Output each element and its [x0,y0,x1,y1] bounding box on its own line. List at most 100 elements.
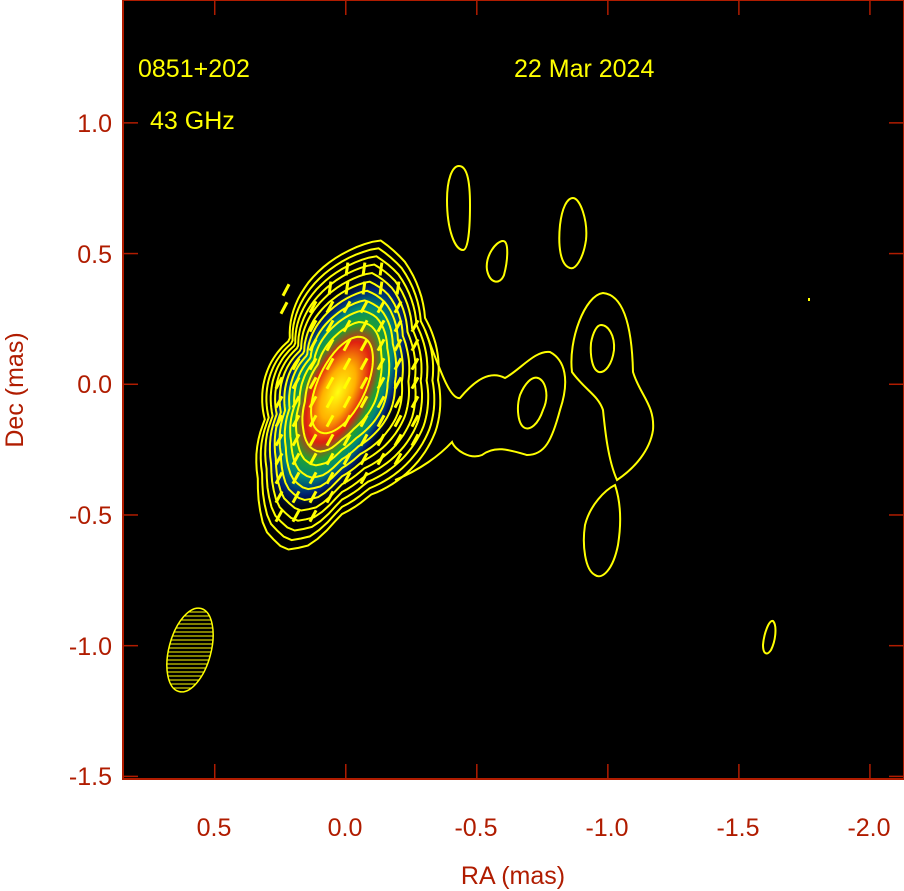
contour-line [283,289,404,491]
polarization-vector [344,262,350,276]
x-tick-label: -1.5 [716,814,759,842]
contour-line [295,309,391,467]
contour-line [268,263,423,522]
polarization-vector [308,490,318,504]
polarization-vector [274,395,284,409]
polarization-vector [308,433,318,447]
polarization-vector [410,433,420,447]
polarization-vector [291,376,301,390]
polarization-vector [291,490,301,504]
polarization-vector [376,433,386,447]
polarization-vector [342,395,352,409]
contour-line [582,483,622,578]
polarization-vector [274,376,284,390]
polarization-vector [308,338,318,352]
contour-line [394,329,567,481]
polarization-vector [376,376,386,390]
contour-line [589,323,616,374]
x-tick-label: -1.0 [585,814,628,842]
polarization-vector [361,262,367,276]
polarization-vector [378,281,384,295]
polarization-vector [325,395,335,409]
polarization-vector [291,471,301,485]
contour-line [570,291,655,482]
polarization-vector [359,433,369,447]
polarization-vectors [274,262,420,523]
polarization-vector [376,338,386,352]
polarization-vector [393,414,403,428]
contour-line [264,255,430,532]
polarization-vector [344,281,350,295]
polarization-vector [308,471,318,485]
polarization-vector [274,509,284,523]
polarization-vector [376,300,386,314]
polarization-vector [325,433,335,447]
polarization-vector [291,414,301,428]
plot-area [123,0,904,779]
polarization-vector [393,433,403,447]
polarization-vector [393,338,403,352]
polarization-vector [291,452,301,466]
date-label: 22 Mar 2024 [514,55,654,83]
polarization-vector [342,471,352,485]
polarization-vector [342,452,352,466]
polarization-vector [308,319,318,333]
polarization-vector [308,395,318,409]
polarization-vector [342,300,352,314]
source-name-label: 0851+202 [138,55,250,83]
polarization-vector [325,300,335,314]
polarization-vector [376,395,386,409]
contour-line [761,620,777,655]
polarization-vector [325,452,335,466]
polarization-vector [376,414,386,428]
polarization-vector [410,376,420,390]
polarization-vector [308,376,318,390]
polarization-vector [359,338,369,352]
polarization-vector [308,509,318,523]
polarization-vector [378,262,384,276]
polarization-vector [279,301,289,315]
polarization-vector [325,471,335,485]
x-tick-label: 0.5 [197,814,232,842]
polarization-vector [410,357,420,371]
contour-line [255,239,442,551]
polarization-vector [308,357,318,371]
polarization-vector [291,357,301,371]
polarization-vector [342,433,352,447]
polarization-vector [359,452,369,466]
y-tick-label: -0.5 [69,502,112,530]
polarization-vector [359,357,369,371]
polarization-vector [274,452,284,466]
polarization-vector [361,281,367,295]
contour-lines [255,164,810,655]
x-tick-label: 0.0 [328,814,363,842]
polarization-vector [359,395,369,409]
polarization-vector [376,357,386,371]
y-tick-label: -1.5 [69,763,112,791]
polarization-vector [327,281,333,295]
contour-line [445,164,472,252]
axis-ticks [123,0,904,779]
y-tick-label: 0.0 [77,371,112,399]
polarization-vector [342,414,352,428]
polarization-vector [308,452,318,466]
polarization-vector [410,319,420,333]
polarization-vector [325,357,335,371]
polarization-vector [342,319,352,333]
x-axis-label: RA (mas) [461,862,565,890]
polarization-vector [325,414,335,428]
polarization-vector [410,395,420,409]
polarization-vector [325,490,335,504]
polarization-vector [308,300,318,314]
polarization-vector [274,490,284,504]
polarization-vector [410,414,420,428]
polarization-vector [393,300,403,314]
polarization-vector [325,376,335,390]
x-tick-labels: 0.5 0.0 -0.5 -1.0 -1.5 -2.0 [197,814,891,842]
x-tick-label: -2.0 [847,814,890,842]
polarization-vector [274,433,284,447]
polarization-vector [393,452,403,466]
x-tick-label: -0.5 [454,814,497,842]
frequency-label: 43 GHz [150,107,235,135]
